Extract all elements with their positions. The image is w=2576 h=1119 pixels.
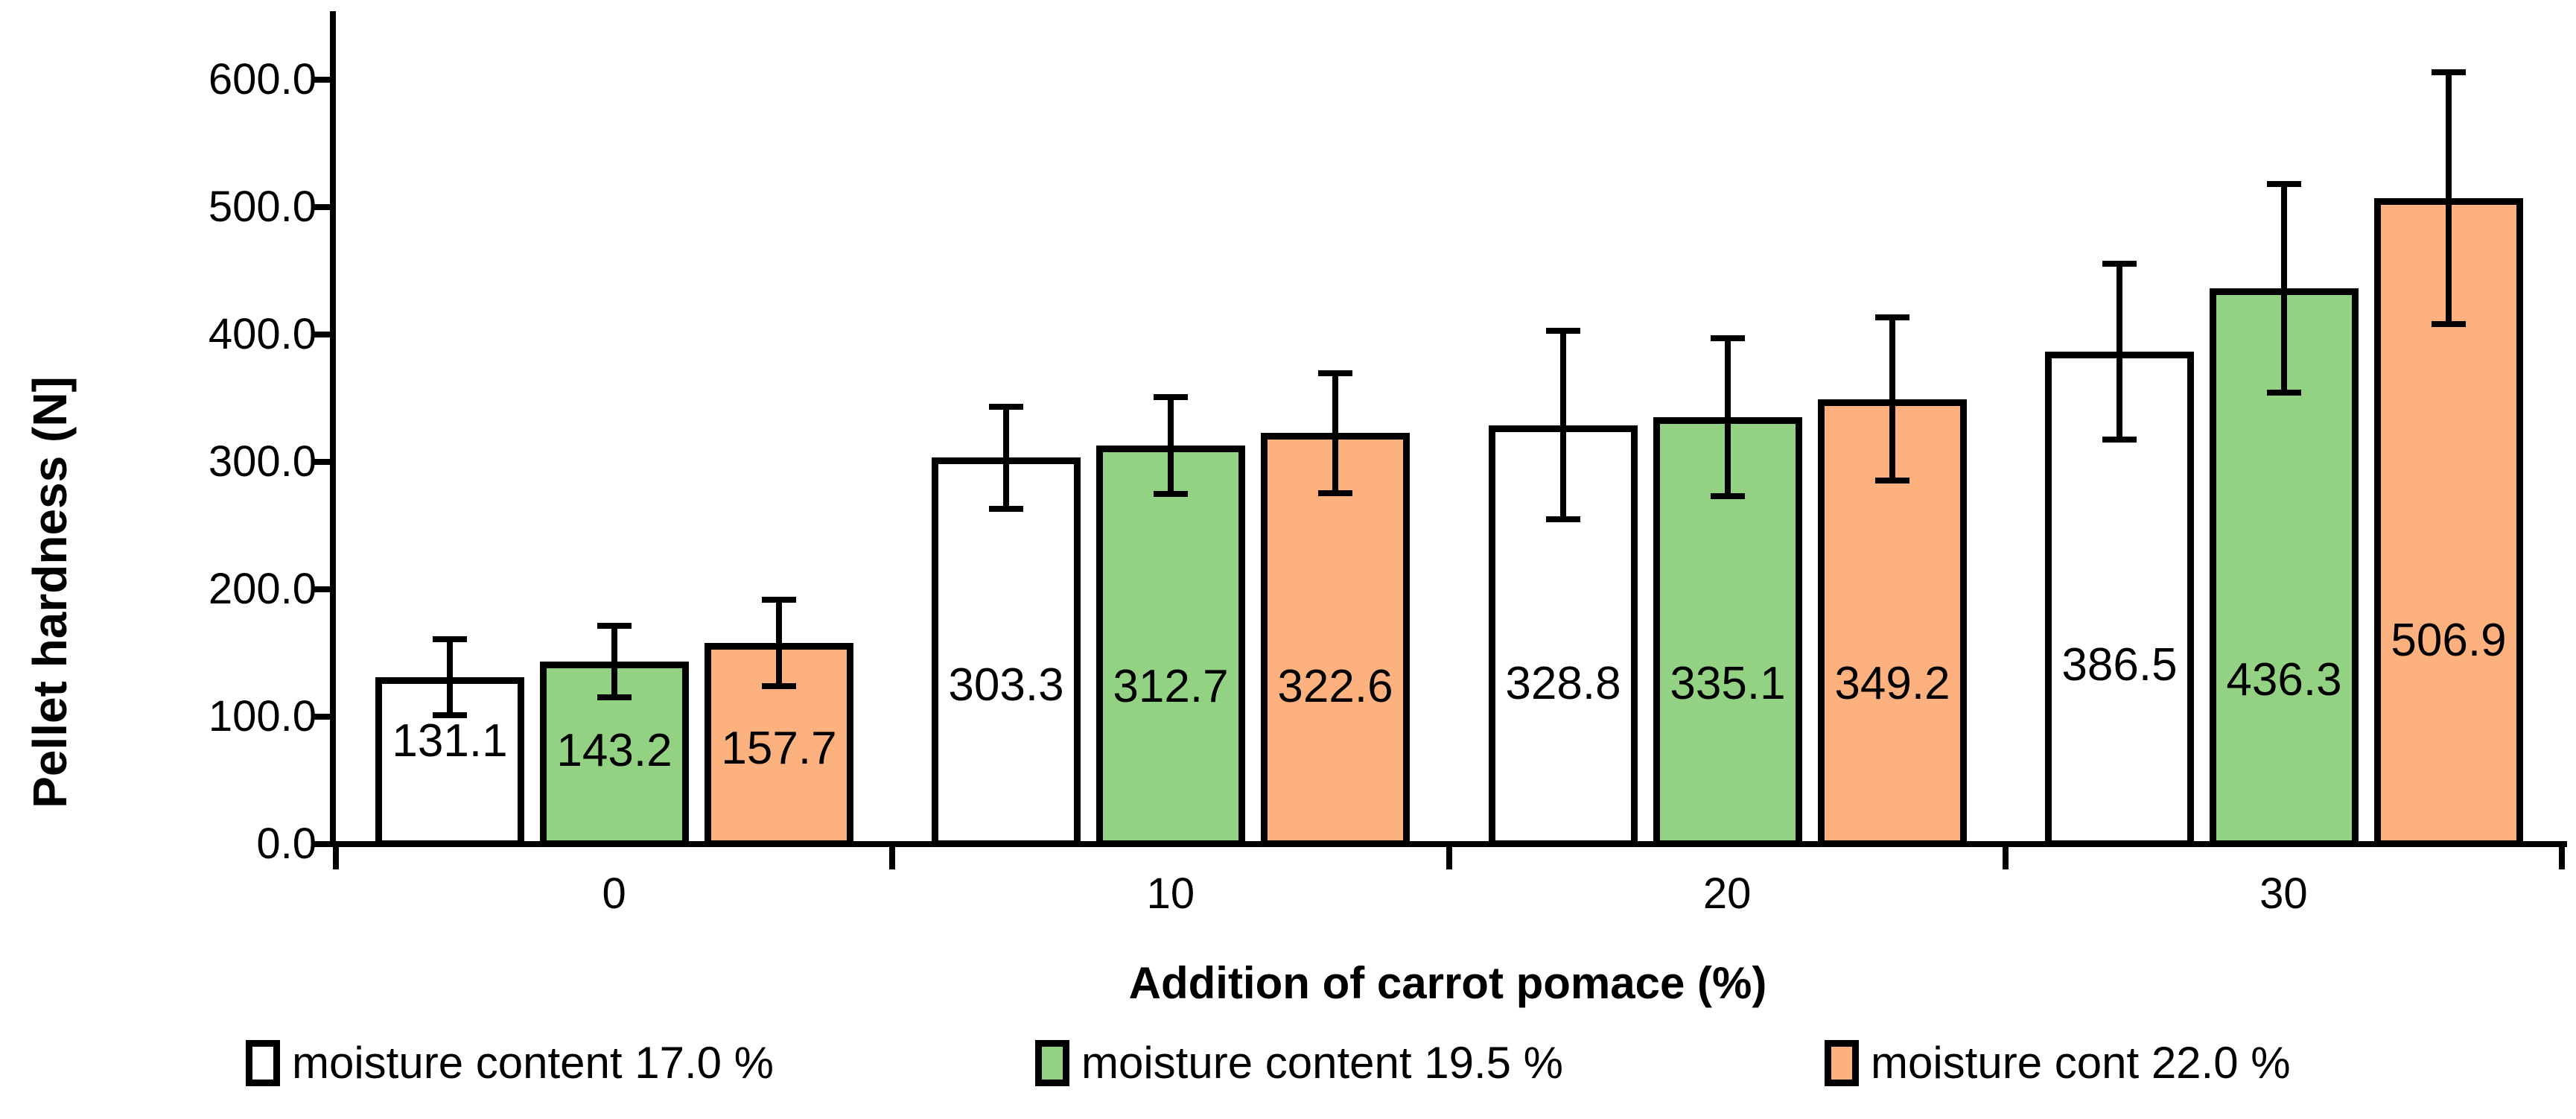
error-bar-cap-bottom [762,683,796,689]
error-bar-line [611,626,617,697]
error-bar-cap-top [1546,328,1580,334]
category-label: 0 [602,869,626,918]
x-tick [2002,844,2009,869]
bar-value-label: 436.3 [2226,654,2342,706]
x-tick [333,844,339,869]
error-bar-line [1889,317,1895,481]
error-bar-cap-bottom [597,694,632,700]
bar-value-label: 328.8 [1505,658,1621,709]
legend-label: moisture content 17.0 % [292,1038,775,1088]
x-axis-title: Addition of carrot pomace (%) [1128,958,1767,1008]
error-bar-cap-bottom [1711,493,1745,499]
y-tick [312,714,334,720]
error-bar-line [1332,373,1338,493]
y-tick-label: 500.0 [208,183,317,231]
bar [1096,446,1245,847]
y-tick [312,77,334,83]
x-tick [2559,844,2565,869]
error-bar-cap-top [433,636,467,642]
bar-value-label: 143.2 [556,725,672,776]
error-bar-cap-top [1154,394,1188,400]
error-bar-cap-top [2267,181,2301,187]
y-tick [312,204,334,210]
error-bar-line [1003,407,1009,509]
bar [1261,433,1410,847]
error-bar-line [1168,397,1174,494]
error-bar-cap-bottom [1546,516,1580,522]
category-label: 30 [2259,869,2308,918]
error-bar-cap-top [2432,69,2466,75]
error-bar-line [2446,72,2452,324]
legend-swatch [246,1040,280,1086]
error-bar-line [1725,338,1731,496]
y-tick-label: 100.0 [208,692,317,741]
bar-value-label: 303.3 [948,659,1064,711]
error-bar-line [2117,264,2122,440]
y-tick-label: 300.0 [208,437,317,486]
bar [375,677,524,847]
bar [2045,352,2194,847]
category-label: 10 [1146,869,1195,918]
y-tick [312,841,334,847]
bar-value-label: 312.7 [1113,661,1229,712]
bar-value-label: 349.2 [1834,658,1950,709]
x-tick [889,844,896,869]
error-bar-cap-top [597,623,632,629]
category-label: 20 [1702,869,1752,918]
bar-value-label: 131.1 [392,715,508,767]
error-bar-cap-bottom [2267,390,2301,396]
error-bar-cap-bottom [2102,437,2137,443]
error-bar-cap-top [989,404,1023,410]
bar-value-label: 386.5 [2061,639,2178,691]
y-tick [312,332,334,337]
error-bar-cap-bottom [1154,491,1188,497]
y-tick-label: 600.0 [208,55,317,104]
bar [932,457,1081,847]
bar-value-label: 322.6 [1277,661,1393,712]
y-tick [312,459,334,465]
error-bar-cap-top [762,597,796,603]
error-bar-line [447,639,453,715]
error-bar-line [1560,331,1566,519]
error-bar-cap-top [1711,335,1745,341]
error-bar-cap-bottom [1318,490,1352,496]
y-tick-label: 400.0 [208,310,317,358]
error-bar-line [776,600,782,686]
y-tick [312,586,334,592]
y-tick-label: 0.0 [256,820,317,868]
bar-value-label: 335.1 [1670,658,1786,709]
error-bar-cap-bottom [433,712,467,718]
legend-label: moisture content 19.5 % [1081,1038,1564,1088]
x-tick [1446,844,1452,869]
y-axis-title: Pellet hardness (N] [23,376,77,808]
legend-swatch [1825,1040,1859,1086]
legend-swatch [1035,1040,1069,1086]
error-bar-cap-top [2102,261,2137,267]
error-bar-cap-top [1318,370,1352,376]
error-bar-line [2281,184,2287,393]
error-bar-cap-bottom [1875,478,1909,484]
y-axis-line [330,11,336,847]
error-bar-cap-bottom [989,506,1023,512]
legend-label: moisture cont 22.0 % [1871,1038,2291,1088]
y-tick-label: 200.0 [208,565,317,613]
error-bar-cap-bottom [2432,321,2466,327]
bar-value-label: 157.7 [721,723,837,774]
error-bar-cap-top [1875,314,1909,320]
bar-value-label: 506.9 [2391,615,2507,666]
